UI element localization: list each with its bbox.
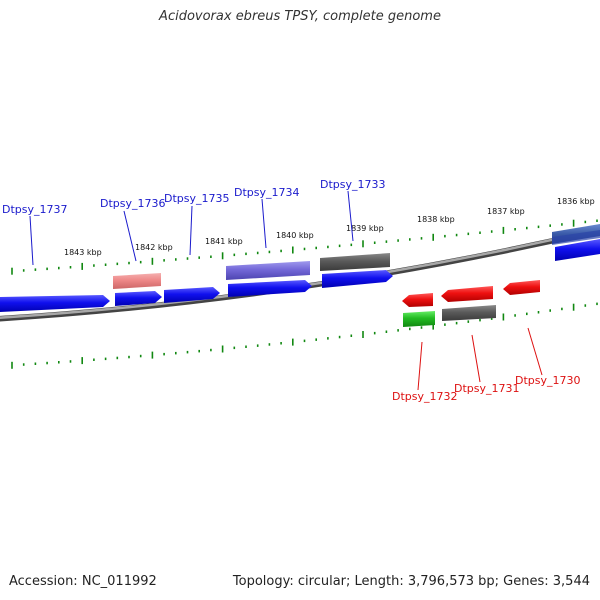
gene-arrow-dtpsy-1736[interactable] [115,291,162,306]
forward-gene-track [0,239,600,312]
gene-arrow-dtpsy-1735[interactable] [164,287,220,303]
feature-green[interactable] [403,311,435,327]
accession-info: Accession: NC_011992 [9,574,157,589]
scale-label-1841: 1841 kbp [205,237,243,246]
forward-feature-track [113,224,600,289]
feature-purple[interactable] [226,261,310,280]
scale-label-1839: 1839 kbp [346,224,384,233]
accession-value: NC_011992 [81,574,157,589]
gene-label-dtpsy-1735[interactable]: Dtpsy_1735 [164,192,230,205]
gene-label-dtpsy-1737[interactable]: Dtpsy_1737 [2,203,68,216]
gene-arrow-dtpsy-1732[interactable] [402,293,433,307]
scale-label-1843: 1843 kbp [64,248,102,257]
feature-steel-lower[interactable] [552,230,600,245]
label-leaders [29,190,543,391]
feature-grey-bottom[interactable] [442,305,496,321]
scale-label-1842: 1842 kbp [135,243,173,252]
scale-label-1840: 1840 kbp [276,231,314,240]
gene-label-dtpsy-1733[interactable]: Dtpsy_1733 [320,178,386,191]
gene-label-dtpsy-1734[interactable]: Dtpsy_1734 [234,186,300,199]
topology-info: Topology: circular; Length: 3,796,573 bp… [232,574,590,589]
page-title: Acidovorax ebreus TPSY, complete genome [159,9,441,24]
reverse-feature-track [403,305,496,327]
gene-arrow-right-edge[interactable] [555,239,600,261]
scale-ticks-top [11,219,598,275]
accession-label: Accession: [9,574,78,589]
scale-label-1837: 1837 kbp [487,207,525,216]
gene-arrow-dtpsy-1731[interactable] [441,286,493,302]
gene-arrow-dtpsy-1733[interactable] [322,270,393,288]
feature-grey-top[interactable] [320,253,390,271]
gene-arrow-dtpsy-1734[interactable] [228,280,312,297]
gene-label-dtpsy-1732[interactable]: Dtpsy_1732 [392,390,458,403]
scale-label-1836: 1836 kbp [557,197,595,206]
gene-arrow-dtpsy-1730[interactable] [503,280,540,295]
scale-label-1838: 1838 kbp [417,215,455,224]
reverse-gene-track [402,280,540,307]
gene-arrow-dtpsy-1737[interactable] [0,295,110,312]
gene-label-dtpsy-1730[interactable]: Dtpsy_1730 [515,374,581,387]
feature-pink[interactable] [113,273,161,289]
gene-label-dtpsy-1731[interactable]: Dtpsy_1731 [454,382,520,395]
gene-label-dtpsy-1736[interactable]: Dtpsy_1736 [100,197,166,210]
